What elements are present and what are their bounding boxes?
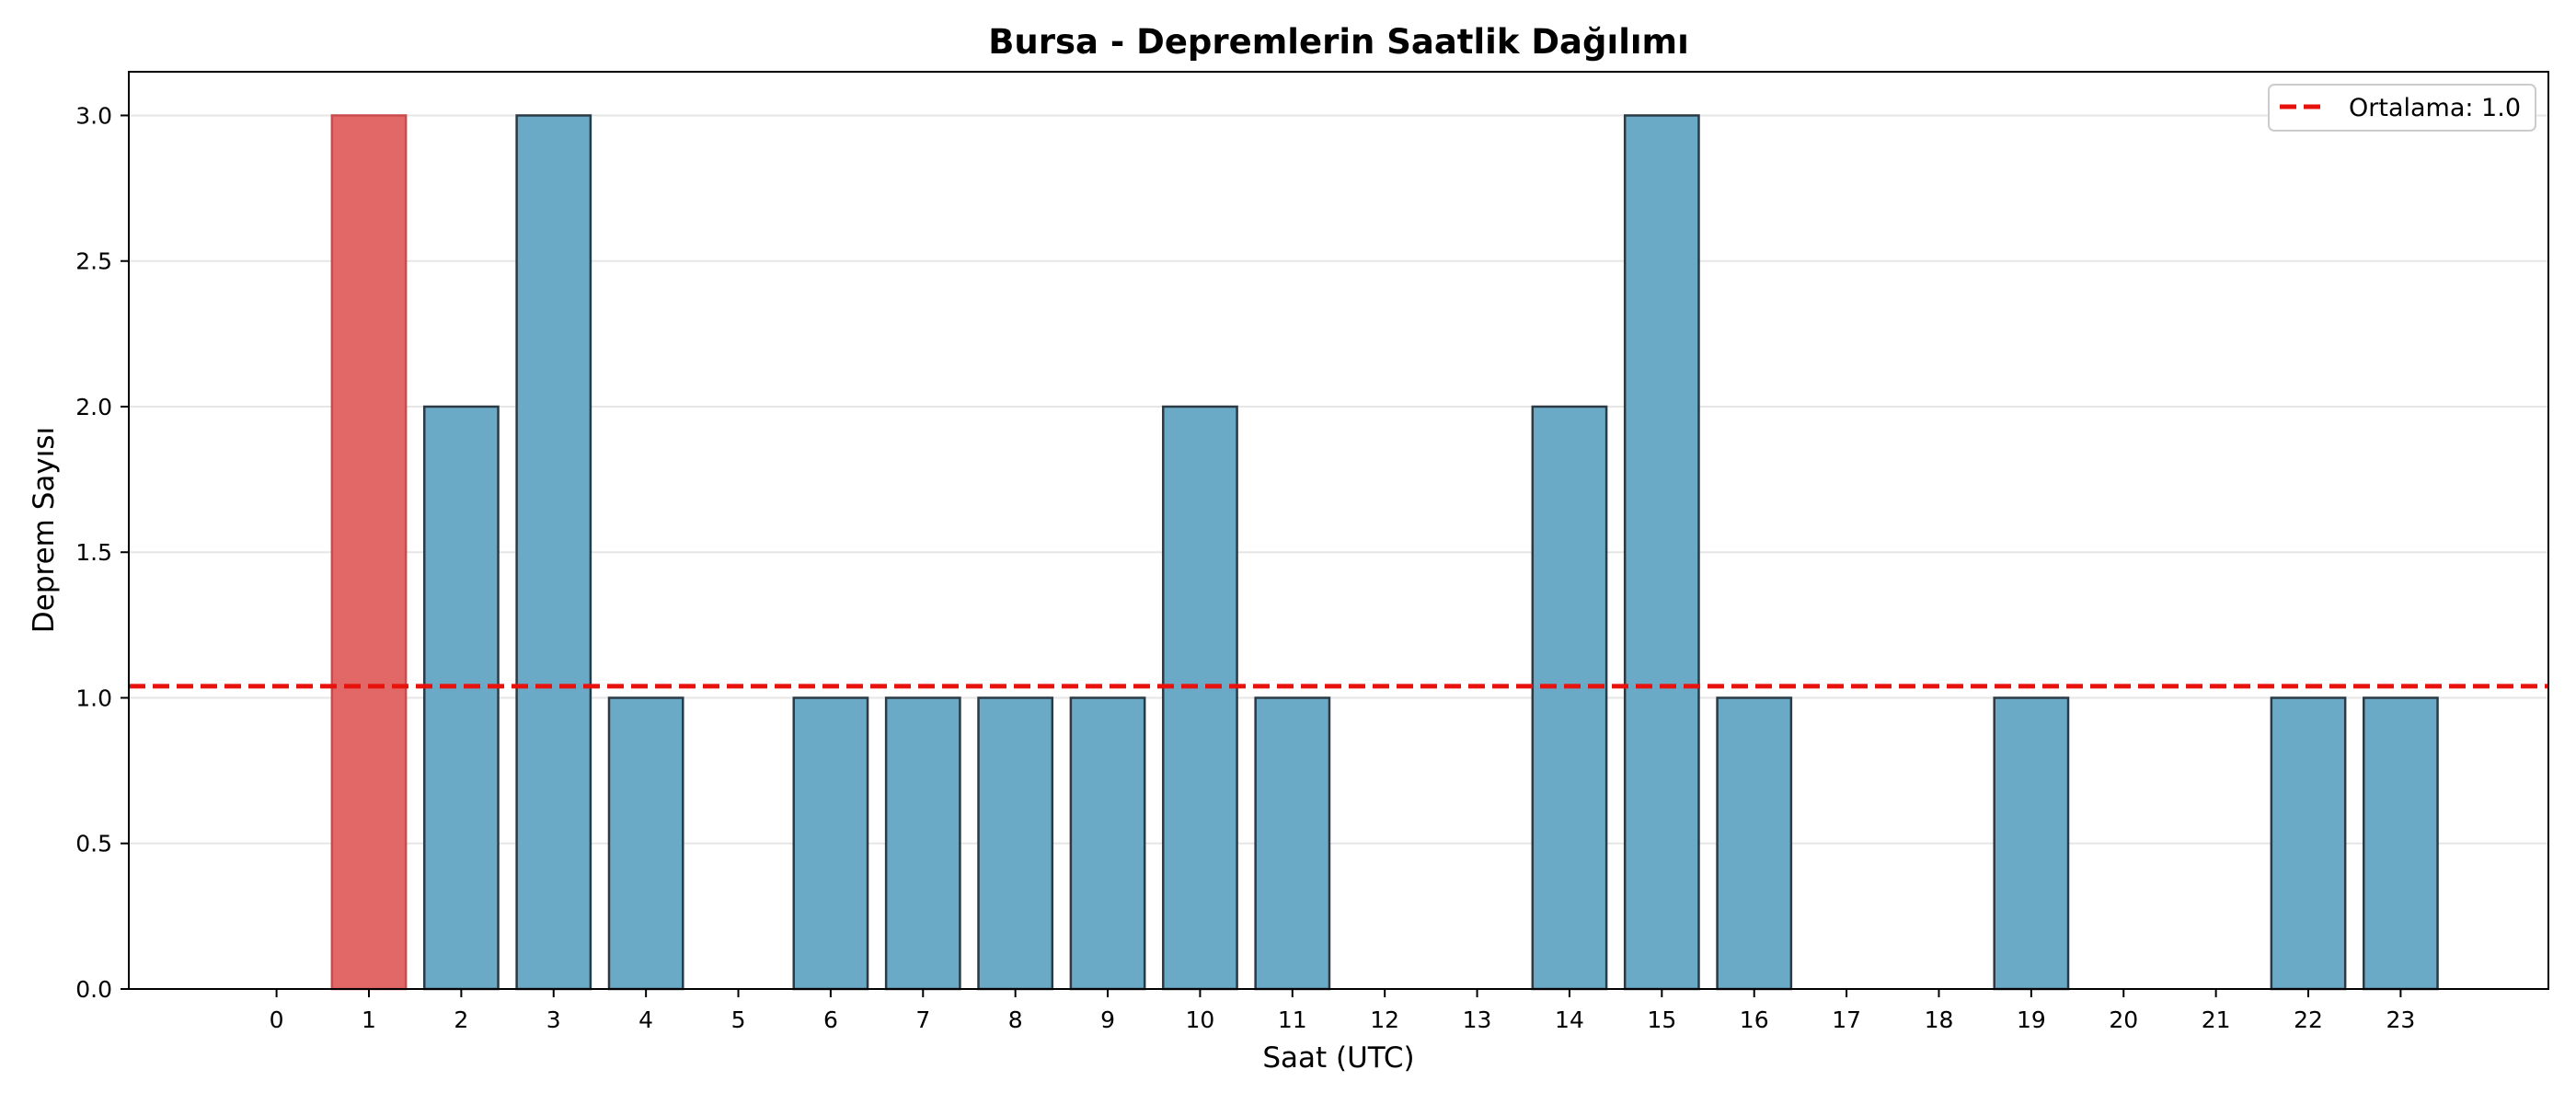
y-tick-label: 1.0 [75,684,112,711]
bar-hour-22 [2270,696,2347,991]
y-tick-label: 2.5 [75,248,112,275]
bar-hour-11 [1254,696,1331,991]
x-tick-label: 12 [1370,1006,1399,1033]
bar-hour-2 [422,405,500,991]
x-tick-label: 7 [915,1006,930,1033]
x-tick-label: 15 [1647,1006,1676,1033]
x-tick-label: 2 [454,1006,468,1033]
x-tick-label: 1 [362,1006,376,1033]
legend-label-mean: Ortalama: 1.0 [2349,94,2521,122]
x-tick-label: 16 [1740,1006,1769,1033]
legend: Ortalama: 1.0 [2268,84,2536,132]
y-tick-label: 1.5 [75,539,112,566]
y-tick-label: 0.5 [75,831,112,857]
bar-hour-9 [1069,696,1146,991]
x-tick-label: 8 [1008,1006,1023,1033]
y-tick-label: 2.0 [75,394,112,420]
x-tick-label: 22 [2294,1006,2323,1033]
chart-title: Bursa - Depremlerin Saatlik Dağılımı [988,22,1689,62]
y-tick-label: 3.0 [75,102,112,129]
bar-hour-15 [1623,114,1700,991]
legend-box [2268,84,2536,132]
x-tick-label: 0 [270,1006,284,1033]
y-tick-label: 0.0 [75,976,112,1003]
x-tick-label: 14 [1555,1006,1584,1033]
bar-hour-10 [1162,405,1238,991]
x-tick-label: 19 [2017,1006,2046,1033]
x-tick-label: 17 [1832,1006,1861,1033]
bar-hour-7 [884,696,961,991]
bar-hour-16 [1716,696,1793,991]
bar-hour-8 [977,696,1054,991]
x-tick-label: 13 [1463,1006,1492,1033]
x-tick-label: 9 [1100,1006,1115,1033]
x-ticks: 0 1 2 3 4 5 6 7 8 9 10 11 12 13 14 15 16 17 18 19 20 21 22 23 [270,989,2415,1033]
bars-layer [330,114,2439,991]
bar-hour-4 [607,696,684,991]
bar-hour-1 [330,114,408,991]
x-tick-label: 6 [823,1006,838,1033]
bar-hour-6 [792,696,869,991]
plot-frame [128,71,2549,990]
x-tick-label: 11 [1278,1006,1307,1033]
x-tick-label: 3 [546,1006,561,1033]
bar-hour-3 [515,114,592,991]
x-tick-label: 23 [2386,1006,2415,1033]
x-tick-label: 4 [638,1006,653,1033]
bar-hour-14 [1531,405,1608,991]
x-tick-label: 18 [1925,1006,1954,1033]
y-axis-label: Deprem Sayısı [28,427,61,633]
x-tick-label: 5 [731,1006,746,1033]
x-tick-label: 21 [2202,1006,2231,1033]
x-axis-label: Saat (UTC) [1262,1041,1414,1075]
x-tick-label: 20 [2109,1006,2138,1033]
x-tick-label: 10 [1186,1006,1215,1033]
bar-hour-19 [1993,696,2070,991]
bar-hour-23 [2362,696,2439,991]
y-ticks: 0.0 0.5 1.0 1.5 2.0 2.5 3.0 [75,102,129,1003]
